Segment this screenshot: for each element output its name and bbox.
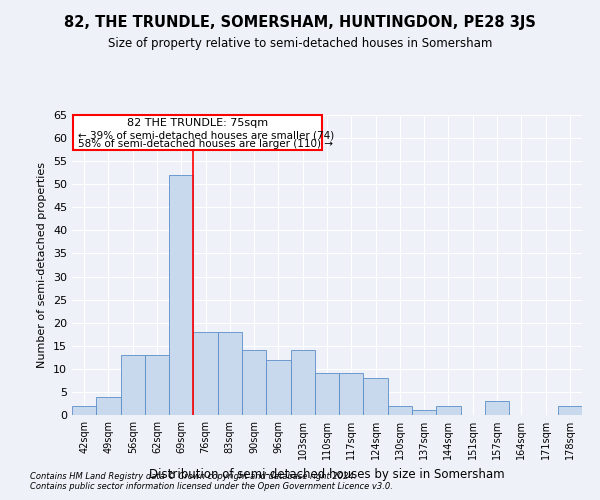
X-axis label: Distribution of semi-detached houses by size in Somersham: Distribution of semi-detached houses by … [149,468,505,480]
Text: Contains public sector information licensed under the Open Government Licence v3: Contains public sector information licen… [30,482,393,491]
Text: ← 39% of semi-detached houses are smaller (74): ← 39% of semi-detached houses are smalle… [78,131,334,141]
Text: 82, THE TRUNDLE, SOMERSHAM, HUNTINGDON, PE28 3JS: 82, THE TRUNDLE, SOMERSHAM, HUNTINGDON, … [64,15,536,30]
Text: Contains HM Land Registry data © Crown copyright and database right 2024.: Contains HM Land Registry data © Crown c… [30,472,356,481]
Text: Size of property relative to semi-detached houses in Somersham: Size of property relative to semi-detach… [108,38,492,51]
Bar [218,332,242,415]
Bar [169,175,193,415]
Bar [436,406,461,415]
Bar [339,374,364,415]
Bar [145,355,169,415]
Bar [558,406,582,415]
Bar [364,378,388,415]
Bar [242,350,266,415]
Bar [315,374,339,415]
Bar [72,406,96,415]
Bar [290,350,315,415]
Text: 82 THE TRUNDLE: 75sqm: 82 THE TRUNDLE: 75sqm [127,118,268,128]
Y-axis label: Number of semi-detached properties: Number of semi-detached properties [37,162,47,368]
Bar [412,410,436,415]
Bar [193,332,218,415]
Bar [266,360,290,415]
Bar [388,406,412,415]
Bar [485,401,509,415]
Bar [121,355,145,415]
Bar [96,396,121,415]
Text: 58% of semi-detached houses are larger (110) →: 58% of semi-detached houses are larger (… [78,139,333,149]
FancyBboxPatch shape [73,115,322,150]
